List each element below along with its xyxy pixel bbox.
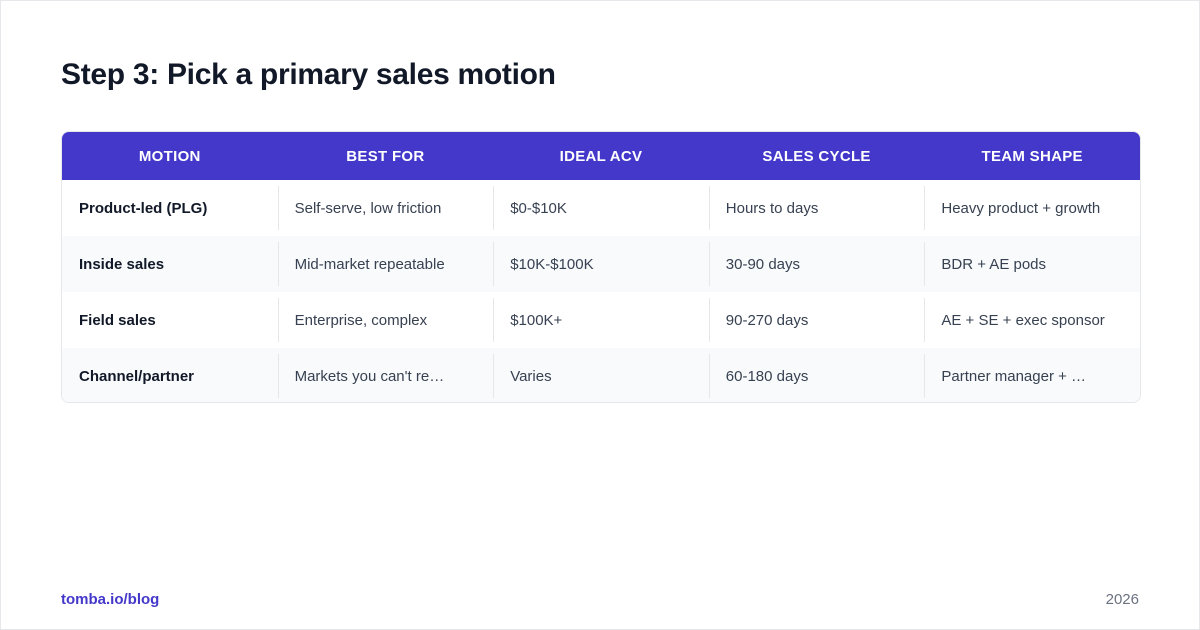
- cell-sales-cycle: 90-270 days: [708, 292, 925, 348]
- sales-motion-table: MOTION BEST FOR IDEAL ACV SALES CYCLE TE…: [61, 131, 1141, 403]
- cell-ideal-acv: $10K-$100K: [493, 236, 709, 292]
- cell-text: Enterprise, complex: [294, 311, 428, 329]
- cell-team-shape: AE + SE + exec sponsor: [924, 292, 1140, 348]
- cell-text: $10K-$100K: [510, 255, 594, 273]
- cell-ideal-acv: Varies: [493, 348, 709, 402]
- year-label: 2026: [1105, 591, 1139, 608]
- cell-team-shape: Heavy product + growth: [924, 180, 1140, 236]
- cell-best-for: Markets you can't reach: [277, 348, 494, 402]
- cell-text: Inside sales: [79, 255, 165, 273]
- cell-motion: Inside sales: [62, 236, 278, 292]
- table: MOTION BEST FOR IDEAL ACV SALES CYCLE TE…: [62, 132, 1140, 402]
- header-motion: MOTION: [138, 147, 201, 165]
- cell-text: AE + SE + exec sponsor: [941, 311, 1105, 329]
- header-ideal-acv: IDEAL ACV: [559, 147, 643, 165]
- table-row: Field sales Enterprise, complex $100K+ 9…: [62, 292, 1140, 348]
- cell-text: Varies: [510, 367, 552, 385]
- blog-link[interactable]: tomba.io/blog: [61, 591, 160, 608]
- table-body: Product-led (PLG) Self-serve, low fricti…: [62, 180, 1140, 402]
- cell-text: $100K+: [510, 311, 563, 329]
- header-team-shape: TEAM SHAPE: [981, 147, 1083, 165]
- cell-team-shape: BDR + AE pods: [924, 236, 1140, 292]
- cell-motion: Product-led (PLG): [62, 180, 278, 236]
- cell-best-for: Self-serve, low friction: [277, 180, 494, 236]
- header-row: MOTION BEST FOR IDEAL ACV SALES CYCLE TE…: [62, 132, 1140, 180]
- cell-ideal-acv: $100K+: [493, 292, 709, 348]
- cell-best-for: Enterprise, complex: [277, 292, 494, 348]
- cell-text: BDR + AE pods: [941, 255, 1047, 273]
- cell-sales-cycle: Hours to days: [708, 180, 925, 236]
- cell-best-for: Mid-market repeatable: [277, 236, 494, 292]
- cell-text: 90-270 days: [725, 311, 809, 329]
- cell-motion: Field sales: [62, 292, 278, 348]
- cell-text: Mid-market repeatable: [294, 255, 445, 273]
- page-title: Step 3: Pick a primary sales motion: [61, 58, 556, 91]
- cell-text: $0-$10K: [510, 199, 567, 217]
- cell-ideal-acv: $0-$10K: [493, 180, 709, 236]
- table-row: Product-led (PLG) Self-serve, low fricti…: [62, 180, 1140, 236]
- header-best-for: BEST FOR: [346, 147, 425, 165]
- cell-text: 60-180 days: [725, 367, 809, 385]
- cell-text: Markets you can't reach: [294, 367, 445, 385]
- cell-sales-cycle: 60-180 days: [708, 348, 925, 402]
- header-sales-cycle: SALES CYCLE: [762, 147, 871, 165]
- cell-text: Self-serve, low friction: [294, 199, 442, 217]
- cell-text: Product-led (PLG): [79, 199, 208, 217]
- cell-text: Field sales: [79, 311, 156, 329]
- table-row: Channel/partner Markets you can't reach …: [62, 348, 1140, 402]
- cell-motion: Channel/partner: [62, 348, 278, 402]
- table-row: Inside sales Mid-market repeatable $10K-…: [62, 236, 1140, 292]
- cell-text: Hours to days: [725, 199, 819, 217]
- cell-sales-cycle: 30-90 days: [708, 236, 925, 292]
- cell-text: Partner manager + enablement: [941, 367, 1091, 385]
- cell-team-shape: Partner manager + enablement: [924, 348, 1140, 402]
- cell-text: 30-90 days: [725, 255, 800, 273]
- table-header: MOTION BEST FOR IDEAL ACV SALES CYCLE TE…: [62, 132, 1140, 180]
- cell-text: Channel/partner: [79, 367, 195, 385]
- cell-text: Heavy product + growth: [941, 199, 1101, 217]
